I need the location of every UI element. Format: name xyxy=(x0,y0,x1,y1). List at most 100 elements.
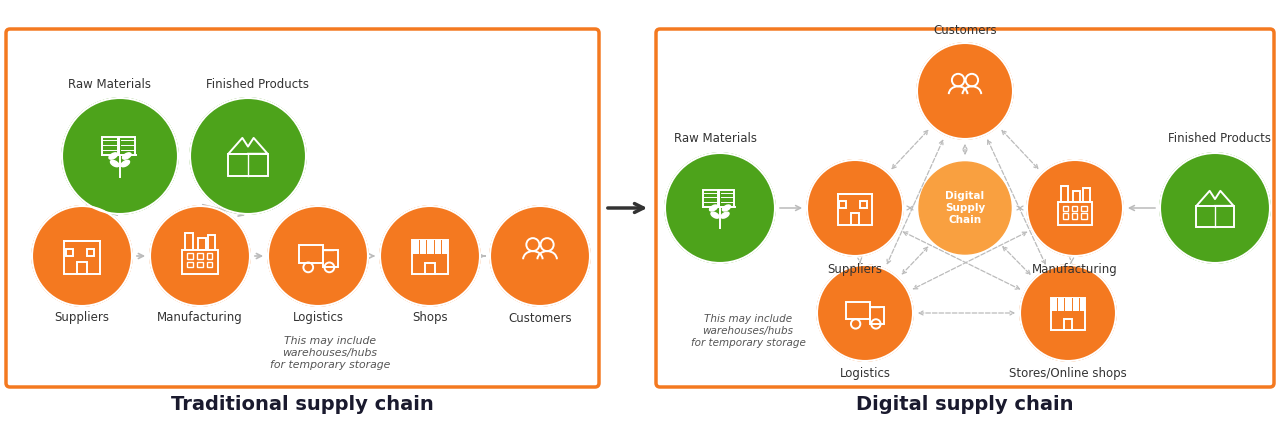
Circle shape xyxy=(666,153,774,263)
Bar xyxy=(719,190,735,207)
Bar xyxy=(851,213,859,225)
Circle shape xyxy=(490,206,590,306)
Bar xyxy=(102,137,118,155)
Text: Raw Materials: Raw Materials xyxy=(673,133,756,146)
Bar xyxy=(187,261,193,267)
Text: Logistics: Logistics xyxy=(840,368,891,381)
Text: This may include
warehouses/hubs
for temporary storage: This may include warehouses/hubs for tem… xyxy=(691,314,805,348)
Circle shape xyxy=(32,206,132,306)
Bar xyxy=(869,307,883,324)
Bar xyxy=(1057,202,1092,225)
Bar xyxy=(78,261,87,274)
Bar xyxy=(197,261,202,267)
Bar xyxy=(838,194,872,225)
Circle shape xyxy=(1020,265,1116,361)
Text: Manufacturing: Manufacturing xyxy=(1032,263,1117,275)
Circle shape xyxy=(189,98,306,214)
Text: Traditional supply chain: Traditional supply chain xyxy=(172,395,434,415)
Bar xyxy=(1064,319,1073,330)
Text: Suppliers: Suppliers xyxy=(55,312,110,325)
Ellipse shape xyxy=(710,212,719,218)
Bar xyxy=(703,190,718,207)
Circle shape xyxy=(666,153,774,263)
Bar xyxy=(1051,298,1085,310)
Circle shape xyxy=(380,206,480,306)
Circle shape xyxy=(919,162,1011,254)
Bar xyxy=(298,245,323,263)
Text: Finished Products: Finished Products xyxy=(206,77,310,91)
Bar xyxy=(323,250,338,267)
Circle shape xyxy=(1160,153,1270,263)
Circle shape xyxy=(189,98,306,214)
Bar xyxy=(840,201,846,208)
Ellipse shape xyxy=(721,212,730,218)
Text: Suppliers: Suppliers xyxy=(827,263,882,275)
Text: Manufacturing: Manufacturing xyxy=(157,312,243,325)
Bar xyxy=(1051,310,1085,330)
Bar xyxy=(1062,213,1068,219)
Circle shape xyxy=(150,206,250,306)
Text: Finished Products: Finished Products xyxy=(1169,133,1271,146)
Circle shape xyxy=(150,206,250,306)
Bar xyxy=(1062,205,1068,211)
Bar xyxy=(1061,186,1068,202)
Text: Logistics: Logistics xyxy=(293,312,343,325)
Bar xyxy=(425,263,434,274)
Circle shape xyxy=(1027,160,1123,256)
Circle shape xyxy=(806,160,902,256)
Circle shape xyxy=(1020,265,1116,361)
Circle shape xyxy=(1160,153,1270,263)
Text: Digital
Supply
Chain: Digital Supply Chain xyxy=(945,192,986,224)
FancyBboxPatch shape xyxy=(6,29,599,387)
Text: Raw Materials: Raw Materials xyxy=(69,77,151,91)
Bar xyxy=(206,253,212,259)
Text: Digital supply chain: Digital supply chain xyxy=(856,395,1074,415)
Circle shape xyxy=(61,98,178,214)
Bar xyxy=(187,253,193,259)
Circle shape xyxy=(490,206,590,306)
Ellipse shape xyxy=(110,160,119,167)
Ellipse shape xyxy=(709,205,718,211)
Circle shape xyxy=(817,265,913,361)
Text: Customers: Customers xyxy=(508,312,572,325)
Text: This may include
warehouses/hubs
for temporary storage: This may include warehouses/hubs for tem… xyxy=(270,336,390,370)
Bar xyxy=(1071,213,1078,219)
Bar xyxy=(1083,188,1089,202)
Circle shape xyxy=(916,43,1012,139)
Bar xyxy=(209,235,215,250)
Bar xyxy=(1082,205,1087,211)
Circle shape xyxy=(268,206,369,306)
Bar xyxy=(65,249,73,256)
Bar xyxy=(197,253,202,259)
Ellipse shape xyxy=(122,160,129,167)
Bar xyxy=(87,249,93,256)
Circle shape xyxy=(61,98,178,214)
Bar xyxy=(182,250,218,274)
Bar xyxy=(186,233,192,250)
Circle shape xyxy=(806,160,902,256)
Circle shape xyxy=(32,206,132,306)
FancyBboxPatch shape xyxy=(657,29,1274,387)
Bar xyxy=(1197,206,1234,226)
Bar xyxy=(412,253,448,274)
Ellipse shape xyxy=(109,153,118,159)
Text: Stores/Online shops: Stores/Online shops xyxy=(1009,368,1126,381)
Circle shape xyxy=(380,206,480,306)
Circle shape xyxy=(1027,160,1123,256)
Ellipse shape xyxy=(722,205,731,211)
Circle shape xyxy=(817,265,913,361)
Bar xyxy=(1082,213,1087,219)
Ellipse shape xyxy=(123,153,131,159)
Bar xyxy=(198,238,206,250)
Text: Shops: Shops xyxy=(412,312,448,325)
Circle shape xyxy=(916,43,1012,139)
Bar xyxy=(860,201,867,208)
Circle shape xyxy=(268,206,369,306)
Bar xyxy=(206,261,212,267)
Bar xyxy=(1074,191,1080,202)
Bar xyxy=(412,240,448,253)
Text: Customers: Customers xyxy=(933,24,997,37)
Bar xyxy=(228,154,268,176)
Bar xyxy=(1071,205,1078,211)
Bar xyxy=(846,302,869,319)
